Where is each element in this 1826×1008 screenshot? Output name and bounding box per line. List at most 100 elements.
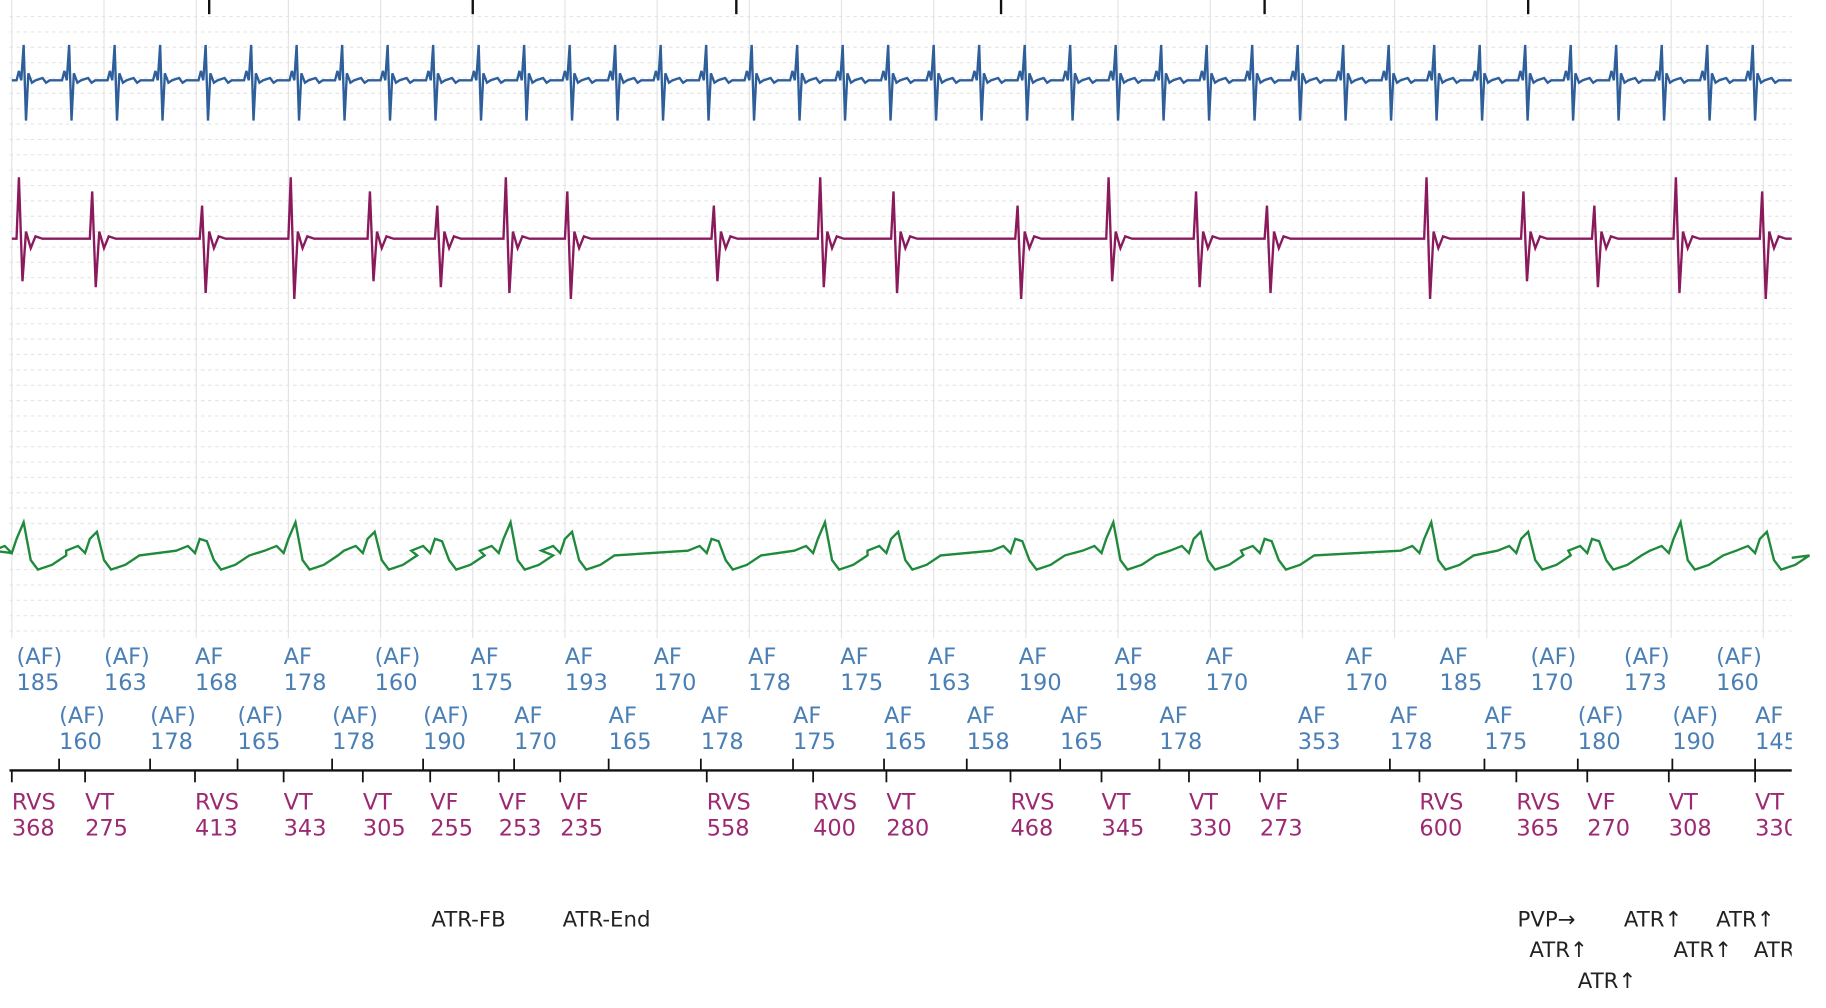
marker-interval: 365: [1516, 815, 1559, 841]
annotation: ATR↑: [1529, 938, 1587, 963]
marker-interval: 305: [363, 815, 406, 841]
marker-label: (AF): [1578, 703, 1624, 729]
marker-label: VF: [1587, 789, 1615, 815]
marker-label: (AF): [423, 703, 469, 729]
marker-interval: 178: [1390, 729, 1433, 755]
marker-label: AF: [1755, 703, 1783, 729]
marker-interval: 255: [430, 815, 473, 841]
marker-interval: 185: [17, 670, 60, 696]
marker-label: AF: [654, 644, 682, 670]
marker-interval: 165: [238, 729, 281, 755]
marker-label: AF: [1484, 703, 1512, 729]
marker-interval: 160: [1716, 670, 1759, 696]
marker-interval: 368: [12, 815, 55, 841]
marker-label: AF: [609, 703, 637, 729]
marker-label: VF: [560, 789, 588, 815]
marker-interval: 190: [423, 729, 466, 755]
marker-label: AF: [195, 644, 223, 670]
marker-label: VT: [1102, 789, 1131, 815]
marker-label: AF: [1206, 644, 1234, 670]
marker-interval: 308: [1669, 815, 1712, 841]
marker-interval: 170: [1345, 670, 1388, 696]
marker-interval: 413: [195, 815, 238, 841]
marker-interval: 600: [1419, 815, 1462, 841]
marker-interval: 345: [1102, 815, 1145, 841]
trace-green: [0, 518, 1811, 571]
marker-interval: 270: [1587, 815, 1630, 841]
marker-interval: 178: [748, 670, 791, 696]
marker-label: AF: [1440, 644, 1468, 670]
marker-label: AF: [1019, 644, 1047, 670]
marker-interval: 163: [104, 670, 147, 696]
annotation: ATR↑: [1754, 938, 1812, 963]
marker-label: (AF): [1716, 644, 1762, 670]
marker-label: RVS: [1516, 789, 1560, 815]
marker-label: VF: [430, 789, 458, 815]
marker-label: VT: [85, 789, 114, 815]
marker-label: RVS: [1011, 789, 1055, 815]
marker-label: AF: [1159, 703, 1187, 729]
marker-label: AF: [701, 703, 729, 729]
marker-label: AF: [1060, 703, 1088, 729]
annotation: ATR-FB: [431, 907, 505, 932]
marker-interval: 178: [284, 670, 327, 696]
marker-label: (AF): [332, 703, 378, 729]
marker-label: (AF): [59, 703, 105, 729]
marker-label: (AF): [1624, 644, 1670, 670]
marker-interval: 178: [701, 729, 744, 755]
marker-label: (AF): [375, 644, 421, 670]
marker-interval: 175: [1484, 729, 1527, 755]
marker-label: VT: [1755, 789, 1784, 815]
marker-label: AF: [1298, 703, 1326, 729]
marker-interval: 193: [565, 670, 608, 696]
marker-label: RVS: [707, 789, 751, 815]
marker-label: VF: [1260, 789, 1288, 815]
marker-label: (AF): [17, 644, 63, 670]
marker-interval: 330: [1755, 815, 1798, 841]
marker-interval: 178: [332, 729, 375, 755]
marker-label: RVS: [1419, 789, 1463, 815]
marker-interval: 173: [1624, 670, 1667, 696]
marker-interval: 178: [1159, 729, 1202, 755]
marker-labels: (AF)185(AF)163AF168AF178(AF)160AF175AF19…: [10, 644, 1812, 994]
marker-interval: 280: [886, 815, 929, 841]
marker-interval: 400: [813, 815, 856, 841]
marker-interval: 175: [793, 729, 836, 755]
grid: [9, 0, 1792, 639]
marker-interval: 468: [1011, 815, 1054, 841]
marker-interval: 190: [1672, 729, 1715, 755]
marker-label: VT: [1669, 789, 1698, 815]
marker-interval: 253: [499, 815, 542, 841]
marker-interval: 160: [59, 729, 102, 755]
marker-interval: 165: [1060, 729, 1103, 755]
marker-label: (AF): [1531, 644, 1577, 670]
marker-interval: 180: [1578, 729, 1621, 755]
marker-interval: 175: [840, 670, 883, 696]
marker-label: AF: [514, 703, 542, 729]
marker-label: (AF): [104, 644, 150, 670]
marker-interval: 235: [560, 815, 603, 841]
marker-label: AF: [884, 703, 912, 729]
marker-interval: 330: [1189, 815, 1232, 841]
marker-label: AF: [1390, 703, 1418, 729]
marker-interval: 198: [1115, 670, 1158, 696]
marker-interval: 170: [1531, 670, 1574, 696]
marker-interval: 273: [1260, 815, 1303, 841]
marker-label: (AF): [1672, 703, 1718, 729]
marker-interval: 190: [1019, 670, 1062, 696]
annotation: ATR-End: [563, 907, 651, 932]
marker-label: AF: [470, 644, 498, 670]
annotation: ATR↑: [1674, 938, 1732, 963]
marker-label: VT: [886, 789, 915, 815]
marker-interval: 168: [195, 670, 238, 696]
marker-label: AF: [928, 644, 956, 670]
marker-label: (AF): [238, 703, 284, 729]
marker-label: AF: [284, 644, 312, 670]
marker-label: AF: [840, 644, 868, 670]
marker-interval: 170: [514, 729, 557, 755]
marker-interval: 175: [470, 670, 513, 696]
marker-interval: 185: [1440, 670, 1483, 696]
marker-label: RVS: [12, 789, 56, 815]
